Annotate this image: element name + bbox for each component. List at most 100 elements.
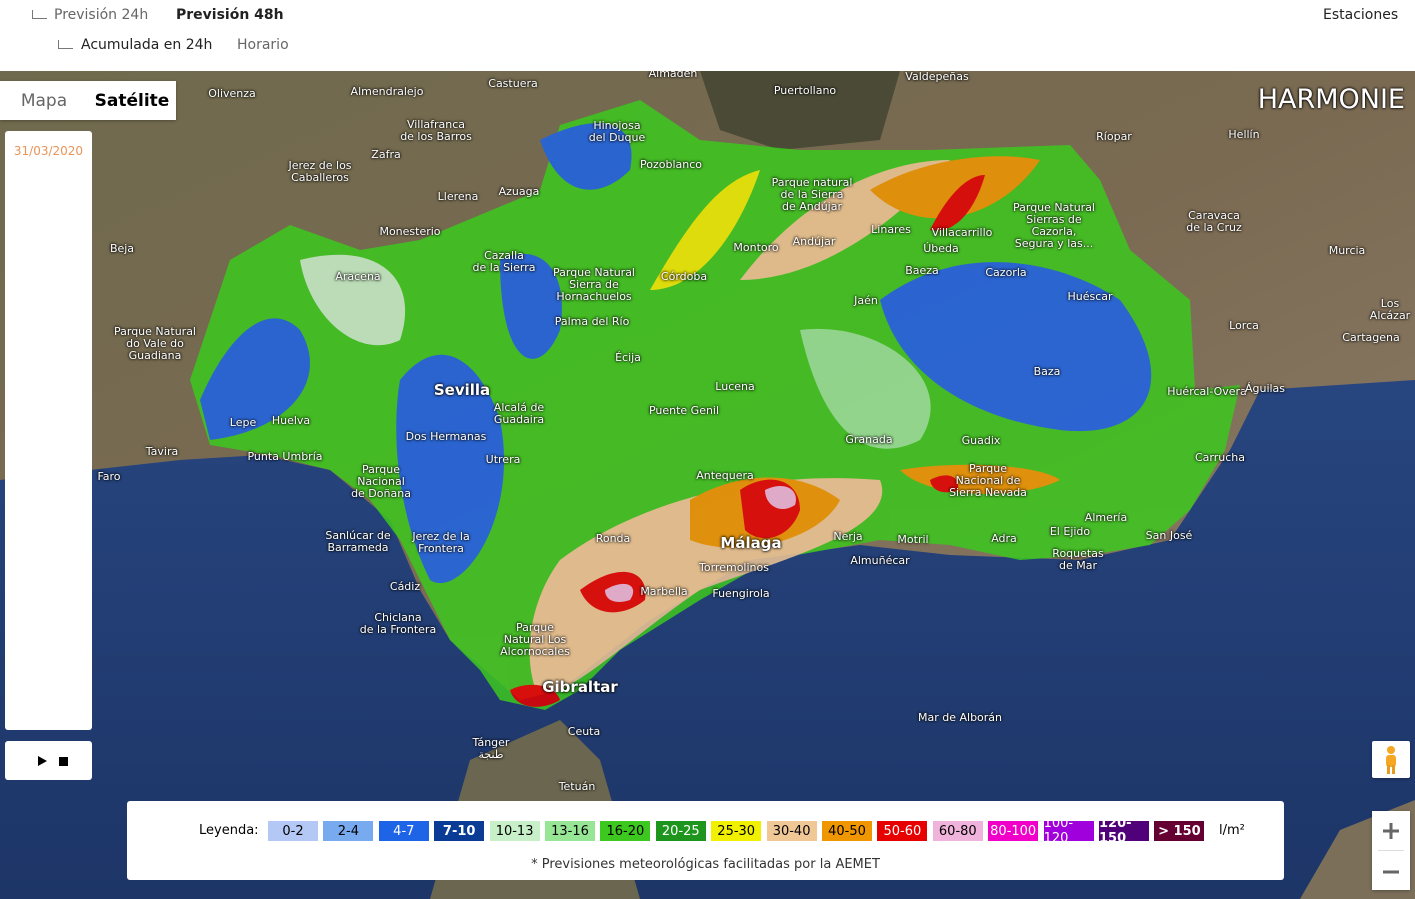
place-label: Baza xyxy=(1033,365,1061,378)
date-panel: 31/03/2020 xyxy=(5,131,92,730)
legend-swatch: 2-4 xyxy=(323,821,374,841)
nav-stations[interactable]: Estaciones xyxy=(1323,7,1399,23)
place-label: Nerja xyxy=(833,530,863,543)
place-label: Almuñécar xyxy=(850,554,910,567)
place-label: Azuaga xyxy=(498,185,540,198)
place-label: Beja xyxy=(109,242,135,255)
place-label: Jerez de los Caballeros xyxy=(288,159,352,184)
place-label: Ronda xyxy=(595,532,631,545)
place-label: Fuengirola xyxy=(712,587,770,600)
place-label: Parque Natural Sierras de Cazorla, Segur… xyxy=(1012,201,1096,250)
place-label: Cádiz xyxy=(389,580,421,593)
legend-label: Leyenda: xyxy=(199,823,259,838)
place-label: Jaén xyxy=(854,294,878,307)
legend-swatch: 16-20 xyxy=(600,821,651,841)
stop-button[interactable] xyxy=(59,757,68,766)
place-label: Adra xyxy=(991,532,1017,545)
place-label: Palma del Río xyxy=(554,315,630,328)
place-label: Olivenza xyxy=(208,87,256,100)
place-label: Aracena xyxy=(335,270,381,283)
legend-swatch: 30-40 xyxy=(766,821,817,841)
legend-unit: l/m² xyxy=(1219,823,1245,838)
place-label: Málaga xyxy=(720,534,782,552)
place-label: Caravaca de la Cruz xyxy=(1186,209,1242,234)
place-label: Almadén xyxy=(648,71,698,80)
place-label: Murcia xyxy=(1328,244,1366,257)
street-view[interactable] xyxy=(1372,741,1410,778)
map-type-tab[interactable]: Mapa xyxy=(20,90,68,111)
place-label: Cartagena xyxy=(1342,331,1400,344)
nav-item[interactable]: Previsión 24h xyxy=(54,7,149,23)
place-label: Carrucha xyxy=(1194,451,1246,464)
place-label: Baeza xyxy=(905,264,939,277)
place-label: Mar de Alborán xyxy=(917,711,1003,724)
place-label: Monesterio xyxy=(379,225,441,238)
zoom-control xyxy=(1372,811,1410,890)
place-label: Águilas xyxy=(1244,382,1286,395)
legend: Leyenda: 0-2 2-4 4-7 7-10 10-13 13-16 16-20 20-… xyxy=(127,801,1284,880)
place-label: Huércal-Overa xyxy=(1167,385,1247,398)
legend-swatch: 13-16 xyxy=(545,821,595,841)
place-label: Puente Genil xyxy=(648,404,720,417)
legend-swatch: 7-10 xyxy=(434,821,485,841)
place-label: Zafra xyxy=(371,148,401,161)
arrow xyxy=(58,40,73,49)
legend-swatch: 25-30 xyxy=(711,821,762,841)
place-label: Parque Natural Sierra de Hornachuelos xyxy=(552,266,636,303)
legend-swatch: 100-120 xyxy=(1043,816,1094,846)
place-label: Cazorla xyxy=(985,266,1027,279)
place-label: Gibraltar xyxy=(542,678,618,696)
zoom-out[interactable] xyxy=(1372,851,1410,890)
place-label: Sanlúcar de Barrameda xyxy=(325,529,391,554)
place-label: Écija xyxy=(615,351,641,364)
place-label: Castuera xyxy=(488,77,538,90)
place-label: Parque Nacional de Sierra Nevada xyxy=(949,462,1027,499)
nav-item[interactable]: Previsión 48h xyxy=(176,7,284,23)
map[interactable]: Olivenza Almendralejo Castuera Almadén Puert… xyxy=(0,71,1415,899)
place-label: Lorca xyxy=(1229,319,1259,332)
place-label: Córdoba xyxy=(660,270,708,283)
date[interactable]: 31/03/2020 xyxy=(13,144,84,158)
player-controls xyxy=(38,756,68,766)
place-label: Tavira xyxy=(145,445,179,458)
model-name: HARMONIE xyxy=(1257,84,1405,115)
place-label: Chiclana de la Frontera xyxy=(359,611,437,636)
legend-swatch: 60-80 xyxy=(932,821,983,841)
place-label: Jerez de la Frontera xyxy=(412,530,470,555)
place-label: Linares xyxy=(871,223,911,236)
legend-swatch: 10-13 xyxy=(489,821,540,841)
legend-swatch: 20-25 xyxy=(655,821,706,841)
place-label: Valdepeñas xyxy=(905,71,969,83)
place-label: Guadix xyxy=(961,434,1001,447)
nav-item[interactable]: Acumulada en 24h xyxy=(81,37,213,53)
arrow xyxy=(32,10,47,19)
place-label: Lucena xyxy=(715,380,755,393)
place-label: Ceuta xyxy=(567,725,601,738)
nav-item[interactable]: Horario xyxy=(237,37,289,53)
place-label: Parque Natural do Vale do Guadiana xyxy=(113,325,197,362)
place-label: Villacarrillo xyxy=(931,226,993,239)
place-label: Úbeda xyxy=(923,242,959,255)
zoom-in[interactable] xyxy=(1372,811,1410,850)
place-label: Huéscar xyxy=(1067,290,1113,303)
player-panel xyxy=(5,741,92,780)
map-type-tab[interactable]: Satélite xyxy=(94,90,170,111)
place-label: Antequera xyxy=(696,469,754,482)
play-button[interactable] xyxy=(38,756,47,766)
place-label: Pozoblanco xyxy=(639,158,703,171)
map-type-control: Mapa Satélite xyxy=(0,81,176,120)
legend-swatch: 50-60 xyxy=(877,821,928,841)
place-label: Montoro xyxy=(733,241,779,254)
place-label: Tánger طنجة xyxy=(472,736,510,761)
place-label: Torremolinos xyxy=(699,561,769,574)
legend-swatch: 40-50 xyxy=(822,821,872,841)
place-label: Motril xyxy=(897,533,929,546)
place-label: Huelva xyxy=(271,414,311,427)
place-label: Punta Umbría xyxy=(247,450,323,463)
place-label: Almendralejo xyxy=(350,85,424,98)
place-label: Tetuán xyxy=(558,780,596,793)
place-label: Parque Nacional de Doñana xyxy=(351,463,411,500)
place-label: Cazalla de la Sierra xyxy=(472,249,536,274)
place-label: Faro xyxy=(97,470,121,483)
